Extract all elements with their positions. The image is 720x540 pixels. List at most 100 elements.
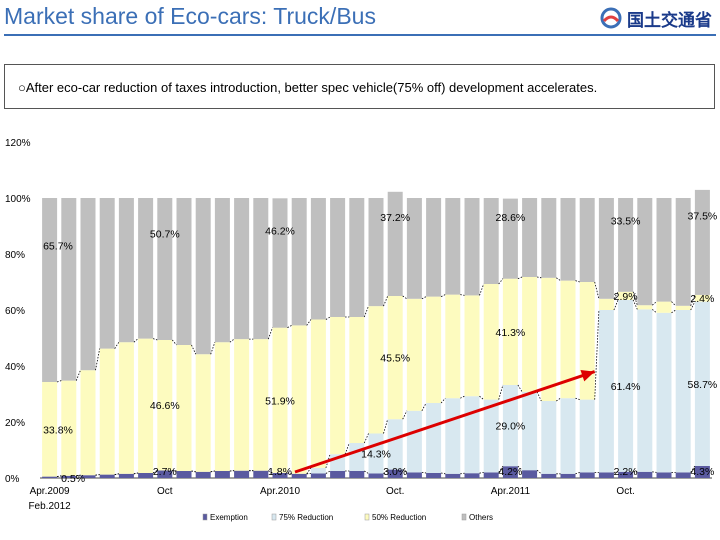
bar-segment-others (675, 198, 691, 306)
series-connector-line (57, 475, 62, 477)
trend-arrow-head (580, 370, 595, 382)
legend-label: Exemption (210, 513, 248, 522)
data-label: 51.9% (265, 395, 295, 407)
data-label: 33.5% (611, 215, 641, 227)
bar-segment-50-reduction (675, 305, 691, 310)
bar-segment-exemption (42, 476, 58, 478)
data-label: 4.3% (690, 466, 714, 478)
series-connector-line (652, 301, 657, 306)
bar-segment-exemption (637, 471, 653, 478)
bar-segment-50-reduction (272, 327, 288, 473)
series-connector-line (479, 472, 484, 474)
series-connector-line (363, 433, 369, 444)
page-title: Market share of Eco-cars: Truck/Bus (4, 3, 376, 29)
bar-segment-50-reduction (138, 338, 154, 473)
series-connector-line (690, 465, 696, 473)
y-tick-label: 60% (5, 306, 25, 317)
x-tick-label: Oct (157, 486, 173, 497)
y-tick-label: 120% (5, 138, 31, 149)
bar-segment-exemption (560, 473, 576, 478)
bar-segment-50-reduction (406, 298, 422, 411)
series-connector-line (498, 384, 504, 400)
series-connector-line (556, 397, 561, 402)
bar-segment-75-reduction (541, 401, 557, 474)
series-connector-line (171, 339, 177, 346)
series-connector-line (594, 281, 600, 299)
bar-segment-exemption (176, 471, 192, 478)
bar-segment-exemption (445, 473, 461, 478)
bar-segment-75-reduction (618, 299, 634, 472)
bar-segment-50-reduction (598, 298, 614, 310)
y-tick-label: 20% (5, 418, 25, 429)
bar-segment-75-reduction (464, 396, 480, 474)
bar-segment-exemption (99, 474, 115, 478)
series-connector-line (325, 316, 331, 320)
bar-segment-50-reduction (310, 319, 326, 468)
legend-swatch (461, 513, 467, 521)
bar-segment-exemption (272, 473, 288, 478)
bar-segment-50-reduction (349, 317, 365, 443)
series-connector-line (344, 442, 350, 455)
series-connector-line (76, 474, 81, 477)
data-label: 29.0% (496, 421, 526, 433)
x-tick-label: Apr.2011 (491, 486, 531, 497)
bar-segment-exemption (694, 466, 710, 478)
series-connector-line (671, 301, 676, 307)
data-label: 46.6% (150, 400, 180, 412)
bar-segment-others (464, 198, 480, 296)
series-connector-line (287, 325, 292, 328)
bar-segment-50-reduction (214, 342, 230, 471)
bar-segment-others (234, 198, 250, 340)
series-connector-line (152, 470, 158, 474)
series-connector-line (114, 473, 119, 475)
ministry-logo: 国土交通省 (600, 2, 712, 34)
bar-segment-others (118, 198, 134, 343)
data-label: 28.6% (496, 212, 526, 224)
bar-segment-exemption (61, 475, 77, 478)
bar-segment-exemption (483, 472, 499, 478)
bar-segment-exemption (675, 472, 691, 478)
bar-segment-50-reduction (464, 295, 480, 397)
series-connector-line (172, 470, 177, 472)
bar-segment-others (694, 189, 710, 295)
series-connector-line (460, 395, 465, 399)
series-connector-line (594, 309, 600, 400)
data-label: 2.4% (690, 293, 714, 305)
bar-segment-50-reduction (118, 342, 134, 474)
bar-segment-50-reduction (195, 354, 211, 472)
data-label: 2.9% (614, 291, 638, 303)
bar-segment-others (579, 198, 595, 282)
series-connector-line (460, 294, 465, 296)
bar-segment-others (502, 198, 518, 279)
data-label: 33.8% (43, 424, 73, 436)
series-connector-line (536, 391, 542, 402)
series-connector-line (652, 471, 657, 473)
bar-segment-others (618, 198, 634, 292)
data-label: 2.7% (153, 466, 177, 478)
series-connector-line (517, 384, 523, 393)
bar-segment-75-reduction (502, 385, 518, 467)
data-label: 0.5% (61, 473, 85, 485)
bar-segment-others (330, 198, 346, 317)
series-connector-line (95, 348, 101, 371)
bar-segment-75-reduction (445, 398, 461, 474)
series-connector-line (402, 295, 408, 300)
series-connector-line (517, 465, 523, 471)
series-connector-line (152, 338, 158, 341)
series-connector-line (364, 470, 369, 474)
series-connector-line (671, 309, 676, 314)
note-box: ○After eco-car reduction of taxes introd… (4, 64, 715, 109)
bar-segment-others (42, 198, 58, 382)
bar-segment-exemption (234, 470, 250, 478)
series-connector-line (402, 469, 408, 473)
bar-segment-75-reduction (387, 419, 403, 470)
bar-segment-exemption (522, 470, 538, 478)
bar-segment-50-reduction (502, 278, 518, 385)
bar-segment-50-reduction (157, 340, 173, 471)
series-connector-line (575, 280, 580, 283)
bar-segment-others (214, 198, 230, 343)
series-connector-line (613, 291, 619, 300)
bar-segment-75-reduction (310, 467, 326, 474)
x-tick-label: Oct. (616, 486, 634, 497)
